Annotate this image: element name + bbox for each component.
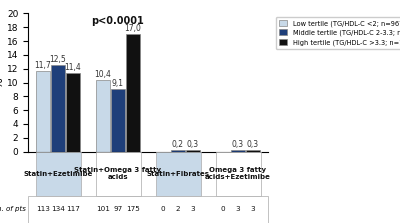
Text: 11,4: 11,4 (65, 63, 81, 72)
Legend: Low tertile (TG/HDL-C <2; n=967), Middle tertile (TG/HDL-C 2-3.3; n=1071), High : Low tertile (TG/HDL-C <2; n=967), Middle… (276, 17, 400, 49)
Text: 0,3: 0,3 (247, 140, 259, 149)
Text: p<0.0001: p<0.0001 (92, 16, 144, 26)
Bar (231, 150, 245, 152)
Text: n. of pts: n. of pts (0, 206, 26, 213)
FancyBboxPatch shape (216, 152, 260, 196)
Text: 134: 134 (51, 206, 65, 213)
Text: 10,4: 10,4 (94, 70, 112, 79)
Bar (186, 150, 200, 152)
Bar (246, 150, 260, 152)
Text: 3: 3 (191, 206, 195, 213)
Text: Statin+Omega 3 fatty
acids: Statin+Omega 3 fatty acids (74, 167, 162, 180)
Bar (66, 73, 80, 152)
FancyBboxPatch shape (36, 152, 80, 196)
Text: 0,2: 0,2 (172, 140, 184, 149)
Text: 2: 2 (176, 206, 180, 213)
Bar (96, 80, 110, 152)
FancyBboxPatch shape (28, 196, 268, 223)
Bar (111, 89, 125, 152)
Bar (51, 65, 65, 152)
FancyBboxPatch shape (156, 152, 200, 196)
Text: 0,3: 0,3 (187, 140, 199, 149)
Bar (36, 71, 50, 152)
Text: 97: 97 (113, 206, 123, 213)
Text: 12,5: 12,5 (50, 55, 66, 64)
Text: 0: 0 (161, 206, 165, 213)
Text: 11,7: 11,7 (35, 61, 51, 70)
Text: 3: 3 (251, 206, 255, 213)
Text: 0,3: 0,3 (232, 140, 244, 149)
FancyBboxPatch shape (96, 152, 140, 196)
Bar (171, 150, 185, 152)
Text: Omega 3 fatty
acids+Ezetimibe: Omega 3 fatty acids+Ezetimibe (205, 167, 271, 180)
Text: 117: 117 (66, 206, 80, 213)
Text: 9,1: 9,1 (112, 79, 124, 88)
Y-axis label: %: % (0, 77, 4, 88)
Text: Statin+Ezetimibe: Statin+Ezetimibe (23, 171, 93, 177)
Text: Statin+Fibrates: Statin+Fibrates (146, 171, 210, 177)
Text: 113: 113 (36, 206, 50, 213)
Text: 175: 175 (126, 206, 140, 213)
Text: 3: 3 (236, 206, 240, 213)
Text: 17,0: 17,0 (124, 24, 142, 33)
Text: 101: 101 (96, 206, 110, 213)
Text: 0: 0 (221, 206, 225, 213)
Bar (126, 34, 140, 152)
